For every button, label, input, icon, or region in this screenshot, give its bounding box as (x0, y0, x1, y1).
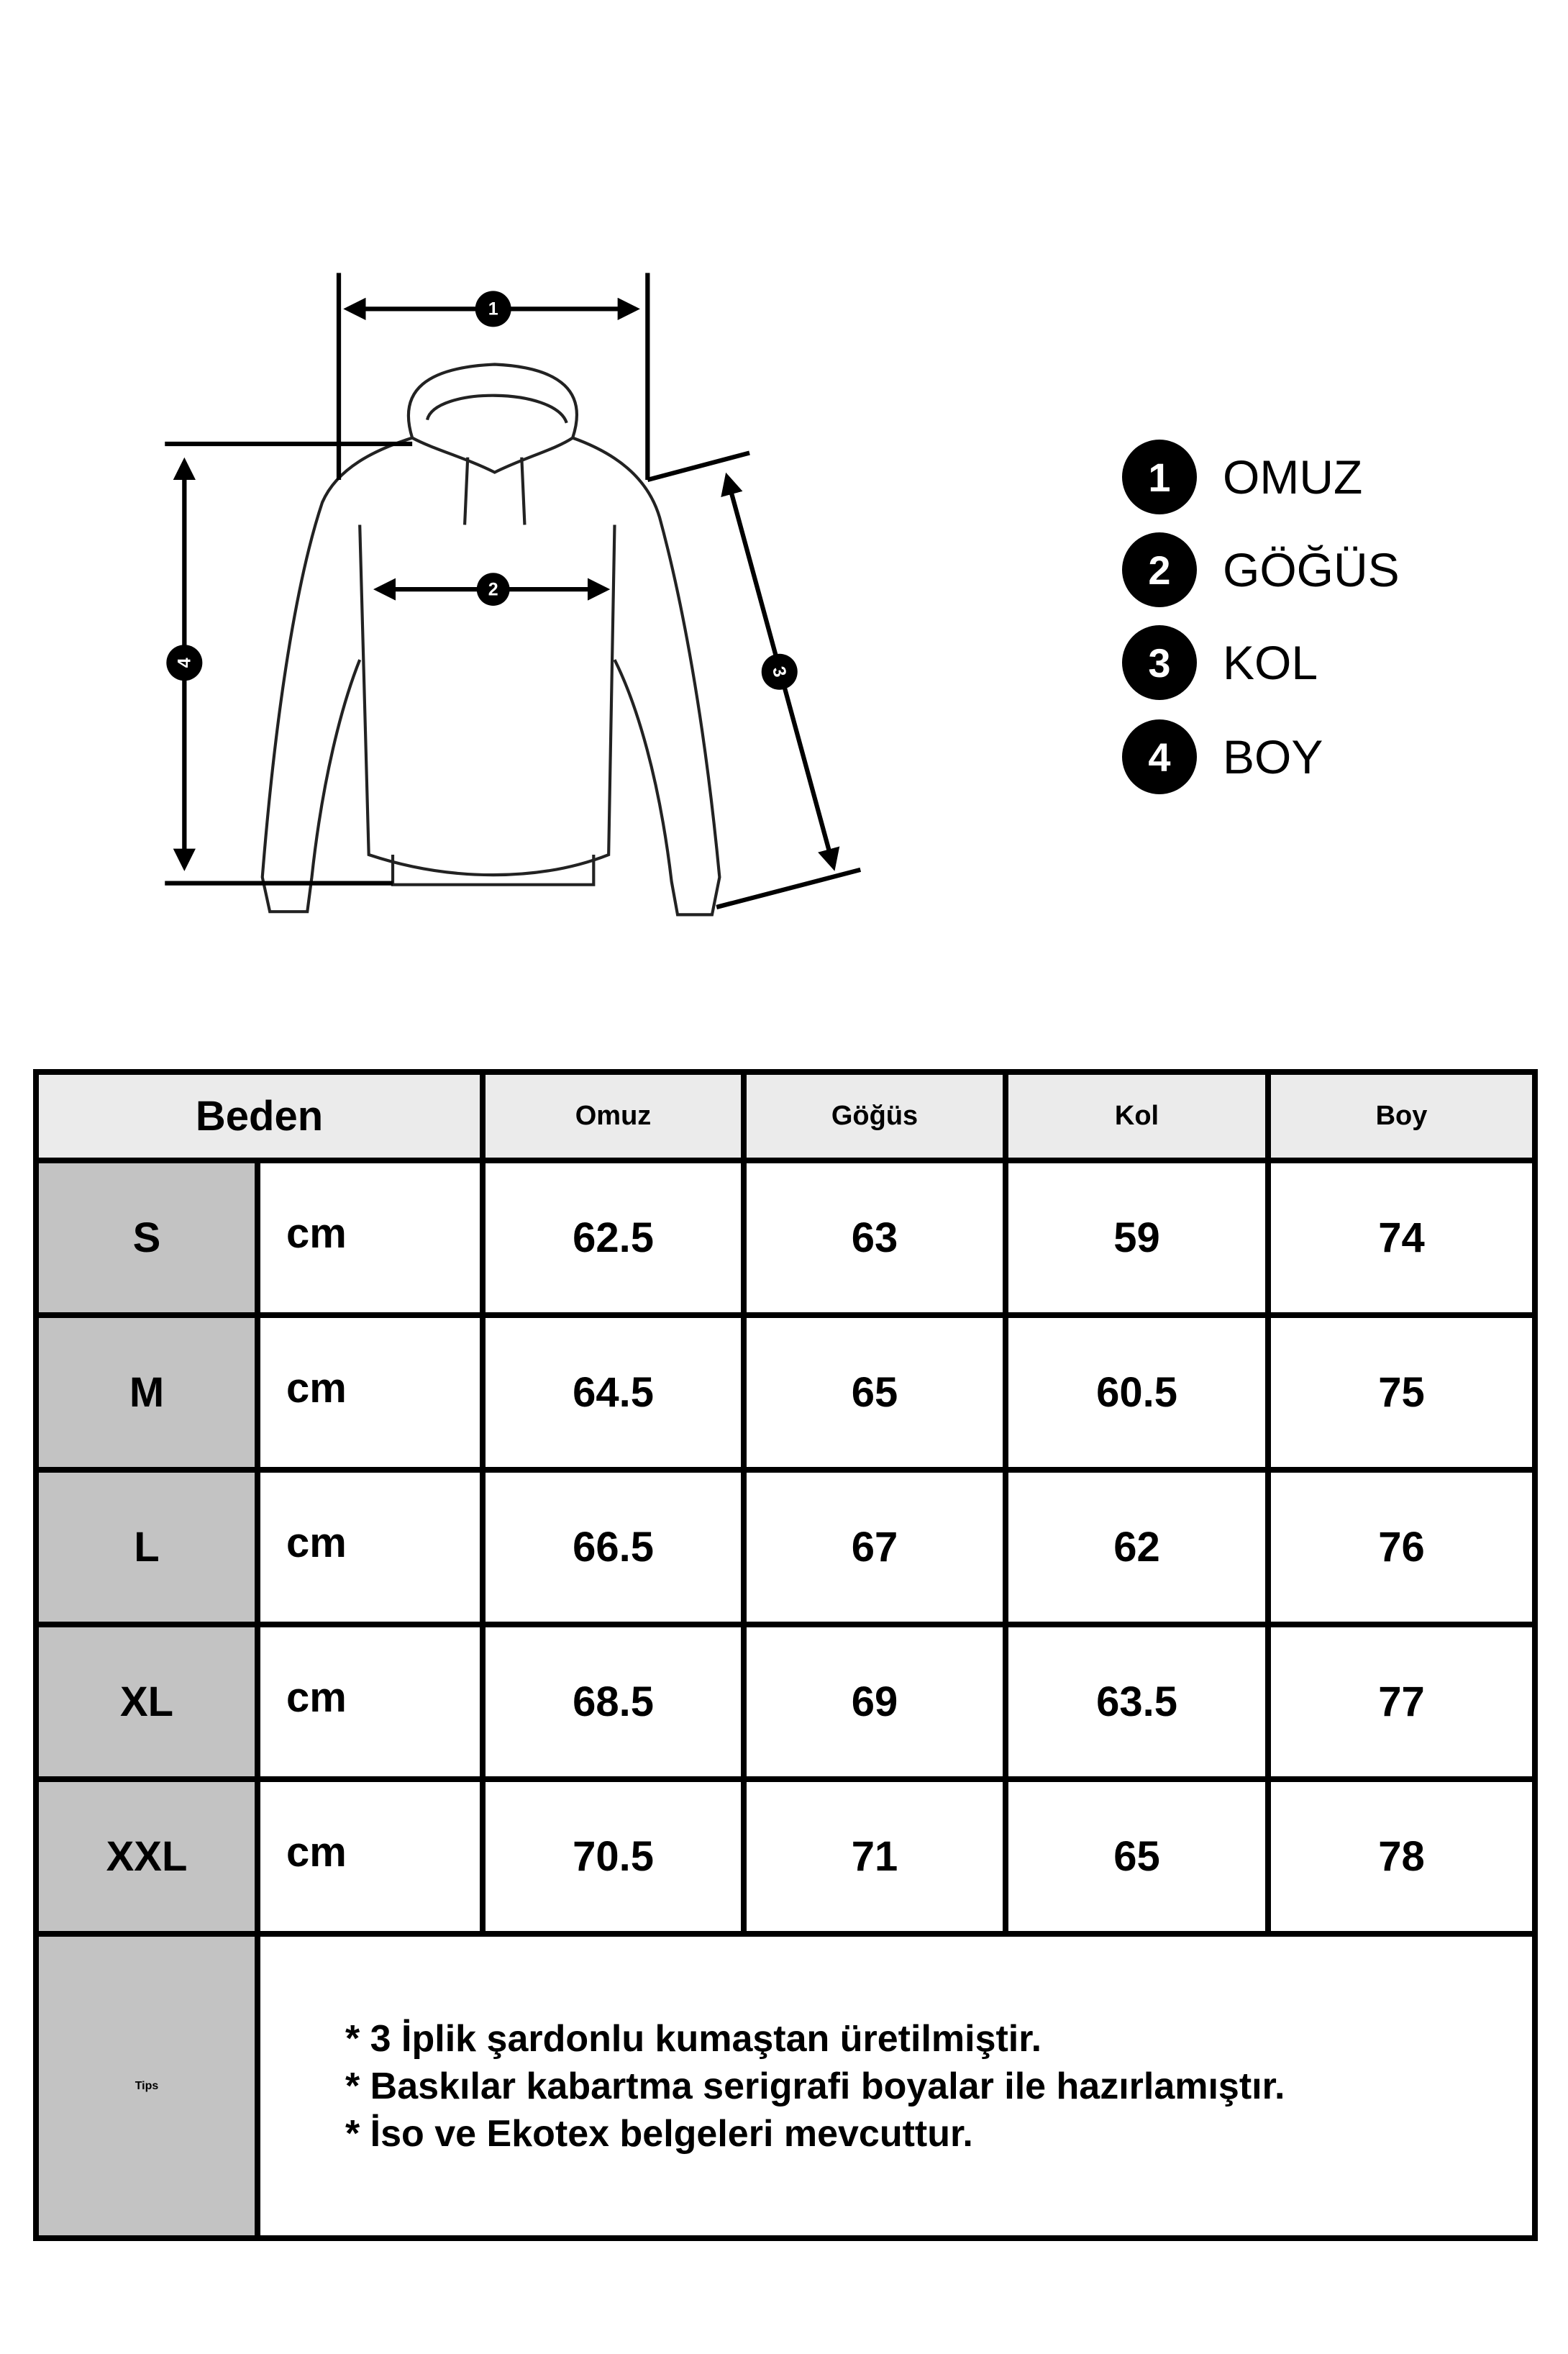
unit-cell: cm (254, 1622, 486, 1782)
legend-label: KOL (1223, 636, 1318, 689)
legend-item-boy: 4 BOY (1122, 719, 1323, 794)
tips-label: Tips (33, 1931, 260, 2241)
kol-cell: 62 (1003, 1467, 1272, 1627)
measurement-markers: 1 2 3 4 (166, 291, 798, 690)
table-row: L cm 66.5 67 62 76 (33, 1467, 1539, 1627)
table-header-row: Beden Omuz Göğüs Kol Boy (32, 1069, 1539, 1163)
omuz-cell: 64.5 (480, 1312, 747, 1473)
header-kol: Kol (1003, 1069, 1272, 1163)
legend-number: 4 (1122, 719, 1197, 794)
kol-cell: 59 (1003, 1158, 1272, 1318)
kol-cell: 63.5 (1003, 1622, 1272, 1782)
legend-item-omuz: 1 OMUZ (1122, 440, 1362, 514)
gogus-cell: 71 (741, 1776, 1009, 1937)
gogus-cell: 65 (741, 1312, 1009, 1473)
table-row: XL cm 68.5 69 63.5 77 (33, 1622, 1539, 1782)
omuz-cell: 70.5 (480, 1776, 747, 1937)
legend-item-kol: 3 KOL (1122, 625, 1318, 700)
legend-label: GÖĞÜS (1223, 543, 1400, 596)
tip-line: * 3 İplik şardonlu kumaştan üretilmiştir… (345, 2017, 1042, 2060)
header-omuz: Omuz (480, 1069, 747, 1163)
boy-cell: 77 (1265, 1622, 1539, 1782)
legend-number: 3 (1122, 625, 1197, 700)
kol-cell: 60.5 (1003, 1312, 1272, 1473)
unit-label: cm (286, 1829, 347, 1876)
marker-4: 4 (175, 658, 195, 668)
boy-cell: 76 (1265, 1467, 1539, 1627)
boy-cell: 78 (1265, 1776, 1539, 1937)
unit-cell: cm (254, 1776, 486, 1937)
hoodie-measurement-diagram: 1 2 3 4 (165, 273, 862, 917)
legend-label: OMUZ (1223, 450, 1363, 504)
boy-cell: 75 (1265, 1312, 1539, 1473)
size-cell: S (33, 1158, 260, 1318)
unit-label: cm (286, 1519, 347, 1566)
marker-1: 1 (488, 299, 498, 319)
omuz-cell: 66.5 (480, 1467, 747, 1627)
size-cell: XL (33, 1622, 260, 1782)
unit-cell: cm (254, 1158, 486, 1318)
hoodie-outline (260, 363, 721, 917)
tip-line: * İso ve Ekotex belgeleri mevcuttur. (345, 2112, 973, 2155)
legend-label: BOY (1223, 730, 1323, 783)
unit-label: cm (286, 1674, 347, 1721)
gogus-cell: 63 (741, 1158, 1009, 1318)
omuz-cell: 62.5 (480, 1158, 747, 1318)
header-beden: Beden (32, 1069, 486, 1163)
unit-label: cm (286, 1365, 347, 1412)
size-chart-table: Beden Omuz Göğüs Kol Boy S cm 62.5 63 59… (32, 1069, 1539, 2241)
marker-3: 3 (768, 664, 790, 679)
size-cell: XXL (33, 1776, 260, 1937)
table-row: S cm 62.5 63 59 74 (33, 1158, 1539, 1318)
gogus-cell: 69 (741, 1622, 1009, 1782)
tips-body: * 3 İplik şardonlu kumaştan üretilmiştir… (254, 1931, 1539, 2241)
size-cell: L (33, 1467, 260, 1627)
unit-label: cm (286, 1210, 347, 1257)
legend-number: 1 (1122, 440, 1197, 514)
tips-row: Tips * 3 İplik şardonlu kumaştan üretilm… (33, 1931, 1539, 2241)
size-cell: M (33, 1312, 260, 1473)
gogus-cell: 67 (741, 1467, 1009, 1627)
legend-item-gogus: 2 GÖĞÜS (1122, 532, 1400, 607)
boy-cell: 74 (1265, 1158, 1539, 1318)
marker-2: 2 (488, 579, 498, 599)
table-row: M cm 64.5 65 60.5 75 (33, 1312, 1539, 1473)
kol-cell: 65 (1003, 1776, 1272, 1937)
omuz-cell: 68.5 (480, 1622, 747, 1782)
unit-cell: cm (254, 1312, 486, 1473)
tip-line: * Baskılar kabartma serigrafi boyalar il… (345, 2065, 1285, 2107)
table-row: XXL cm 70.5 71 65 78 (33, 1776, 1539, 1937)
legend-number: 2 (1122, 532, 1197, 607)
header-gogus: Göğüs (741, 1069, 1009, 1163)
unit-cell: cm (254, 1467, 486, 1627)
header-boy: Boy (1265, 1069, 1539, 1163)
